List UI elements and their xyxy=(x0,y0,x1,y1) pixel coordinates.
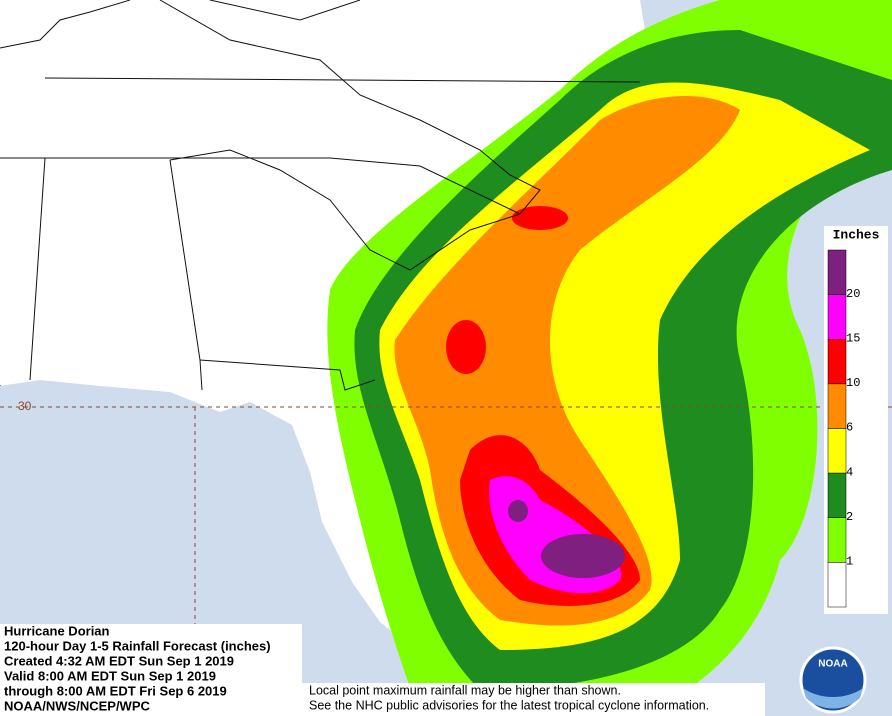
band-20 xyxy=(541,534,625,578)
legend-label: 4 xyxy=(846,465,853,479)
legend-swatch xyxy=(827,472,847,518)
legend-swatch xyxy=(827,339,847,385)
info-line: Hurricane Dorian xyxy=(4,623,110,638)
legend-label: 1 xyxy=(846,555,853,569)
notice-line: See the NHC public advisories for the la… xyxy=(309,698,709,712)
info-line: 120-hour Day 1-5 Rainfall Forecast (inch… xyxy=(4,638,271,653)
logo-text: NOAA xyxy=(818,659,847,670)
notice-line: Local point maximum rainfall may be high… xyxy=(309,683,621,697)
notice-box xyxy=(302,683,765,716)
borders xyxy=(0,0,641,391)
legend-label: 20 xyxy=(846,287,860,301)
logo-wave xyxy=(803,688,863,709)
legend-label: 6 xyxy=(846,421,853,435)
legend-label: 15 xyxy=(846,331,860,345)
info-line: Valid 8:00 AM EDT Sun Sep 1 2019 xyxy=(4,668,216,683)
legend-swatch xyxy=(827,517,847,563)
info-line: through 8:00 AM EDT Fri Sep 6 2019 xyxy=(4,683,227,698)
notice-text: Local point maximum rainfall may be high… xyxy=(309,683,709,712)
band-20 xyxy=(508,500,528,522)
legend-label: 10 xyxy=(846,376,860,390)
legend-swatch xyxy=(827,294,847,340)
legend-swatch xyxy=(827,249,847,295)
rainfall xyxy=(327,0,892,716)
legend-swatch xyxy=(827,383,847,429)
band-10 xyxy=(512,206,568,230)
info-line: Created 4:32 AM EDT Sun Sep 1 2019 xyxy=(4,653,234,668)
legend-label: 2 xyxy=(846,510,853,524)
band-10 xyxy=(446,320,486,374)
legend-title: Inches xyxy=(833,227,880,242)
legend-swatch xyxy=(827,562,847,608)
legend-swatch xyxy=(827,428,847,474)
latitude-label: 30 xyxy=(18,399,32,413)
info-line: NOAA/NWS/NCEP/WPC xyxy=(4,698,151,713)
info-box xyxy=(0,624,302,716)
legend-bar: 20 15 10 6 4 2 1 xyxy=(827,249,860,608)
